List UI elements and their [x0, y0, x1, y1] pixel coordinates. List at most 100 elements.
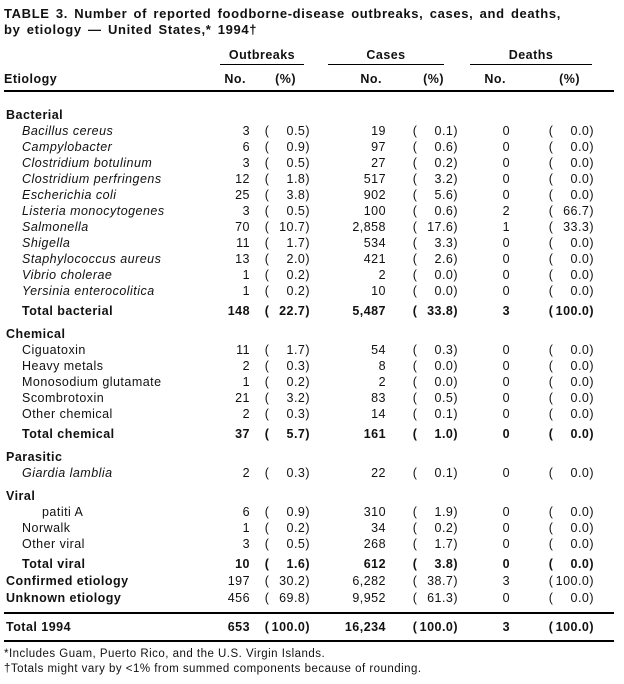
outbreaks-pct-cell: (1.7) [264, 343, 310, 357]
etiology-label: Norwalk [22, 521, 71, 535]
cases-no-cell: 902 [363, 188, 386, 202]
deaths-pct-header: (%) [559, 72, 580, 86]
outbreaks-pct-cell: (1.7) [264, 236, 310, 250]
outbreaks-no-cell: 456 [227, 591, 250, 605]
cases-pct-cell: (3.8) [412, 557, 458, 571]
deaths-pct-cell: (0.0) [548, 343, 594, 357]
footnote-asterisk: *Includes Guam, Puerto Rico, and the U.S… [4, 648, 326, 660]
etiology-label: Monosodium glutamate [22, 375, 162, 389]
deaths-no-cell: 3 [502, 620, 510, 634]
deaths-no-cell: 0 [502, 140, 510, 154]
footnotes: *Includes Guam, Puerto Rico, and the U.S… [4, 647, 614, 677]
outbreaks-pct-cell: (0.9) [264, 140, 310, 154]
deaths-pct-cell: (33.3) [548, 220, 594, 234]
outbreaks-pct-cell: (0.5) [264, 156, 310, 170]
cases-pct-cell: (0.0) [412, 359, 458, 373]
etiology-label: Unknown etiology [6, 591, 122, 605]
outbreaks-no-cell: 2 [242, 359, 250, 373]
outbreaks-pct-cell: (10.7) [264, 220, 310, 234]
outbreaks-no-cell: 1 [242, 268, 250, 282]
cases-pct-cell: (0.3) [412, 343, 458, 357]
cases-pct-cell: (0.5) [412, 391, 458, 405]
outbreaks-pct-cell: (3.2) [264, 391, 310, 405]
cases-no-cell: 2 [378, 375, 386, 389]
table-row: Confirmed etiology 197 (30.2) 6,282 (38.7) 3 (… [4, 573, 614, 589]
table-row: Yersinia enterocolitica 1 (0.2) 10 (0.0) 0 (0.… [4, 283, 614, 299]
deaths-pct-cell: (0.0) [548, 591, 594, 605]
outbreaks-pct-cell: (0.2) [264, 284, 310, 298]
deaths-no-cell: 0 [502, 537, 510, 551]
table-row: Monosodium glutamate 1 (0.2) 2 (0.0) 0 (0.0) [4, 374, 614, 390]
outbreaks-pct-header: (%) [275, 72, 296, 86]
outbreaks-pct-cell: (0.5) [264, 537, 310, 551]
cases-pct-cell: (0.1) [412, 407, 458, 421]
etiology-label: Chemical [6, 327, 66, 341]
deaths-pct-cell: (100.0) [548, 574, 594, 588]
deaths-no-cell: 0 [502, 188, 510, 202]
outbreaks-pct-cell: (0.3) [264, 466, 310, 480]
deaths-no-cell: 0 [502, 359, 510, 373]
deaths-pct-cell: (0.0) [548, 359, 594, 373]
outbreaks-pct-cell: (30.2) [264, 574, 310, 588]
cases-no-cell: 34 [371, 521, 386, 535]
cases-pct-cell: (0.1) [412, 466, 458, 480]
table-row: Bacillus cereus 3 (0.5) 19 (0.1) 0 (0.0) [4, 123, 614, 139]
etiology-label: Other viral [22, 537, 85, 551]
column-subheader-row: Etiology No. (%) No. (%) No. (%) [4, 71, 614, 87]
outbreaks-no-cell: 2 [242, 407, 250, 421]
table-row: Listeria monocytogenes 3 (0.5) 100 (0.6) 2 (66… [4, 203, 614, 219]
section-header-row: Viral [4, 488, 614, 504]
outbreaks-no-cell: 2 [242, 466, 250, 480]
cases-no-cell: 310 [363, 505, 386, 519]
outbreaks-no-cell: 3 [242, 204, 250, 218]
deaths-pct-cell: (0.0) [548, 284, 594, 298]
cases-pct-cell: (0.6) [412, 140, 458, 154]
deaths-no-cell: 0 [502, 268, 510, 282]
outbreaks-no-cell: 37 [235, 427, 250, 441]
etiology-label: Confirmed etiology [6, 574, 129, 588]
deaths-pct-cell: (0.0) [548, 521, 594, 535]
table-title-line1: TABLE 3. Number of reported foodborne-di… [4, 6, 562, 21]
deaths-pct-cell: (0.0) [548, 537, 594, 551]
cases-no-cell: 268 [363, 537, 386, 551]
etiology-label: Staphylococcus aureus [22, 252, 162, 266]
deaths-no-cell: 0 [502, 466, 510, 480]
cases-pct-cell: (0.6) [412, 204, 458, 218]
cases-no-cell: 54 [371, 343, 386, 357]
table-row: Unknown etiology 456 (69.8) 9,952 (61.3) 0 (0.… [4, 590, 614, 606]
outbreaks-no-cell: 6 [242, 140, 250, 154]
etiology-label: Scombrotoxin [22, 391, 105, 405]
deaths-no-cell: 0 [502, 284, 510, 298]
outbreaks-pct-cell: (0.2) [264, 268, 310, 282]
table-row: Shigella 11 (1.7) 534 (3.3) 0 (0.0) [4, 235, 614, 251]
etiology-label: Giardia lamblia [22, 466, 113, 480]
cases-pct-cell: (38.7) [412, 574, 458, 588]
deaths-no-cell: 0 [502, 236, 510, 250]
deaths-no-cell: 0 [502, 124, 510, 138]
outbreaks-no-cell: 148 [227, 304, 250, 318]
cases-no-header: No. [360, 72, 382, 86]
etiology-label: Other chemical [22, 407, 113, 421]
table-row: Ciguatoxin 11 (1.7) 54 (0.3) 0 (0.0) [4, 342, 614, 358]
outbreaks-no-cell: 13 [235, 252, 250, 266]
cases-no-cell: 2 [378, 268, 386, 282]
deaths-no-header: No. [484, 72, 506, 86]
cases-pct-cell: (5.6) [412, 188, 458, 202]
deaths-no-cell: 2 [502, 204, 510, 218]
outbreaks-pct-cell: (0.5) [264, 204, 310, 218]
cases-pct-cell: (0.2) [412, 156, 458, 170]
deaths-no-cell: 0 [502, 252, 510, 266]
deaths-no-cell: 0 [502, 505, 510, 519]
deaths-pct-cell: (0.0) [548, 391, 594, 405]
deaths-pct-cell: (0.0) [548, 427, 594, 441]
etiology-label: Bacterial [6, 108, 64, 122]
cases-pct-cell: (0.1) [412, 124, 458, 138]
outbreaks-pct-cell: (5.7) [264, 427, 310, 441]
cases-pct-cell: (33.8) [412, 304, 458, 318]
cases-no-cell: 612 [363, 557, 386, 571]
table-header: Outbreaks Cases Deaths Etiology No. (%) … [4, 48, 614, 92]
table-row: Scombrotoxin 21 (3.2) 83 (0.5) 0 (0.0) [4, 390, 614, 406]
etiology-label: Escherichia coli [22, 188, 117, 202]
outbreaks-no-cell: 25 [235, 188, 250, 202]
outbreaks-pct-cell: (0.3) [264, 407, 310, 421]
